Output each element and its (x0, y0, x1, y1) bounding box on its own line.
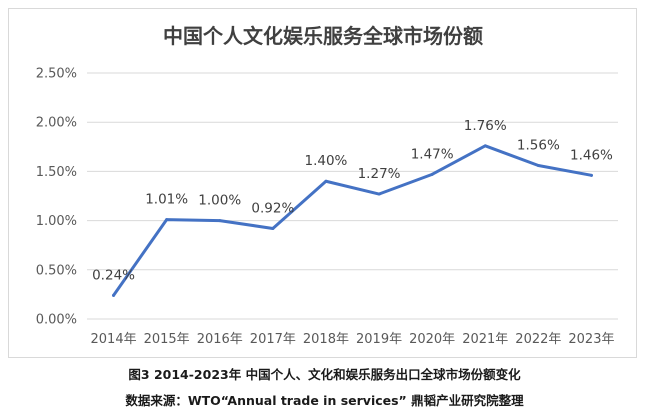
x-tick-label: 2015年 (144, 332, 190, 347)
x-tick-label: 2020年 (409, 332, 455, 347)
x-axis-tick-labels: 2014年 2015年 2016年 2017年 2018年 2019年 2020年 2021年… (91, 332, 615, 347)
x-tick-label: 2014年 (91, 332, 137, 347)
x-tick-label: 2018年 (303, 332, 349, 347)
data-label: 1.01% (145, 192, 188, 208)
data-labels: 0.24% 1.01% 1.00% 0.92% 1.40% 1.27% 1.47% 1.76%… (92, 118, 613, 284)
figure-caption: 图3 2014-2023年 中国个人、文化和娱乐服务出口全球市场份额变化 (128, 367, 521, 382)
data-label: 1.76% (464, 118, 507, 134)
x-tick-label: 2016年 (197, 332, 243, 347)
data-point (165, 218, 169, 222)
line-chart: 中国个人文化娱乐服务全球市场份额 0.00% 0.50% 1.00% 1.50% 2.0… (36, 24, 618, 347)
y-axis-tick-labels: 0.00% 0.50% 1.00% 1.50% 2.00% 2.50% (36, 67, 77, 328)
y-tick-label: 0.00% (36, 313, 77, 328)
data-point (377, 192, 381, 196)
data-label: 0.92% (251, 200, 294, 216)
data-label: 0.24% (92, 267, 135, 283)
x-tick-label: 2019年 (356, 332, 402, 347)
series-line (112, 144, 593, 297)
x-tick-label: 2021年 (462, 332, 508, 347)
data-point (324, 179, 328, 183)
y-tick-label: 2.50% (36, 67, 77, 82)
y-tick-label: 1.00% (36, 214, 77, 229)
chart-frame: 中国个人文化娱乐服务全球市场份额 0.00% 0.50% 1.00% 1.50% 2.0… (8, 8, 637, 358)
y-tick-label: 0.50% (36, 263, 77, 278)
data-point (218, 219, 222, 223)
data-label: 1.56% (517, 137, 560, 153)
y-tick-label: 1.50% (36, 165, 77, 180)
data-label: 1.40% (305, 153, 348, 169)
chart-title: 中国个人文化娱乐服务全球市场份额 (163, 24, 483, 48)
data-point (430, 172, 434, 176)
data-point (483, 144, 487, 148)
data-point (271, 226, 275, 230)
x-tick-label: 2022年 (515, 332, 561, 347)
data-label: 1.46% (570, 147, 613, 163)
data-label: 1.47% (411, 146, 454, 162)
data-point (589, 173, 593, 177)
data-label: 1.00% (198, 193, 241, 209)
source-caption: 数据来源：WTO“Annual trade in services” 鼎韬产业研… (125, 393, 524, 408)
y-tick-label: 2.00% (36, 116, 77, 131)
x-tick-label: 2023年 (568, 332, 614, 347)
series-line-path (112, 144, 593, 297)
data-point (112, 293, 116, 297)
x-tick-label: 2017年 (250, 332, 296, 347)
data-point (536, 163, 540, 167)
data-label: 1.27% (358, 166, 401, 182)
